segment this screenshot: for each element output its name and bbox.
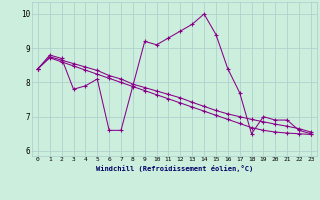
X-axis label: Windchill (Refroidissement éolien,°C): Windchill (Refroidissement éolien,°C)	[96, 165, 253, 172]
